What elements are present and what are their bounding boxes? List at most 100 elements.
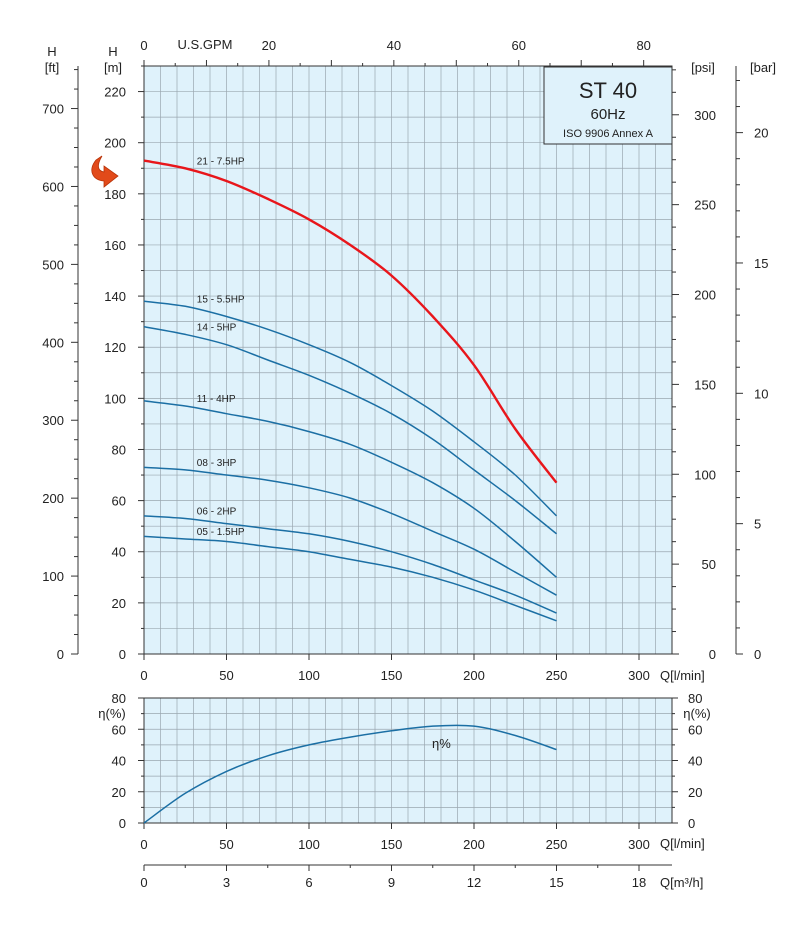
ft-tick-label: 700 (42, 102, 64, 117)
m-tick-label: 200 (104, 136, 126, 151)
m3h-tick-label: 0 (140, 875, 147, 890)
m3h-axis-label: Q[m³/h] (660, 875, 703, 890)
head-x-axis-label: Q[l/min] (660, 668, 705, 683)
efficiency-left-ticks: 0 20 40 60 80 (112, 691, 144, 831)
bar-tick-label: 0 (754, 647, 761, 662)
ft-tick-label: 400 (42, 335, 64, 350)
efficiency-left-tick-label: 40 (112, 754, 126, 769)
m3h-tick-label: 3 (223, 875, 230, 890)
ft-tick-label: 600 (42, 179, 64, 194)
head-x-tick-label: 300 (628, 668, 650, 683)
head-curve-line (143, 400, 557, 578)
head-x-tick-label: 50 (219, 668, 233, 683)
chart-subtitle: 60Hz (590, 106, 625, 123)
head-curve-label: 05 - 1.5HP (197, 527, 245, 538)
efficiency-x-tick-label: 100 (298, 837, 320, 852)
head-curve-label: 06 - 2HP (197, 507, 237, 518)
gpm-axis-ticks: 0 20 40 60 80 (140, 38, 651, 66)
head-curve-line (143, 466, 557, 596)
gpm-tick-label: 0 (140, 38, 147, 53)
efficiency-x-tick-label: 300 (628, 837, 650, 852)
efficiency-x-tick-label: 250 (546, 837, 568, 852)
efficiency-right-label: η(%) (683, 706, 710, 721)
m3h-tick-label: 6 (305, 875, 312, 890)
head-grid (144, 65, 672, 654)
m-tick-label: 220 (104, 85, 126, 100)
ft-tick-label: 300 (42, 413, 64, 428)
efficiency-right-tick-label: 60 (688, 722, 702, 737)
m3h-tick-label: 15 (549, 875, 563, 890)
head-curve-label: 11 - 4HP (197, 394, 236, 405)
efficiency-x-axis-label: Q[l/min] (660, 836, 705, 851)
gpm-tick-label: 40 (387, 38, 401, 53)
efficiency-right-ticks: 0 20 40 60 80 (672, 691, 702, 831)
gpm-tick-label: 80 (636, 38, 650, 53)
psi-tick-label: 150 (694, 377, 716, 392)
m-axis-ticks: 0 20 40 60 80 100 120 140 160 180 200 220 (104, 65, 144, 662)
head-curve-line (143, 515, 557, 614)
head-curve-line (143, 535, 557, 622)
efficiency-left-tick-label: 60 (112, 722, 126, 737)
ft-axis-ticks: 0 100 200 300 400 500 600 700 (42, 69, 78, 662)
m-tick-label: 120 (104, 340, 126, 355)
m-tick-label: 20 (112, 596, 126, 611)
psi-axis-label: [psi] (691, 60, 715, 75)
psi-tick-label: 300 (694, 108, 716, 123)
ft-axis-label-unit: [ft] (45, 60, 59, 75)
bar-axis-label: [bar] (750, 60, 776, 75)
head-curve-label: 08 - 3HP (197, 458, 237, 469)
m-axis-label-unit: [m] (104, 60, 122, 75)
head-curve-label: 15 - 5.5HP (197, 294, 245, 305)
psi-tick-label: 100 (694, 467, 716, 482)
gpm-tick-label: 60 (512, 38, 526, 53)
m-axis-label-h: H (108, 44, 117, 59)
m-tick-label: 0 (119, 647, 126, 662)
ft-tick-label: 500 (42, 257, 64, 272)
head-plot-frame (143, 65, 673, 655)
psi-axis-ticks: 0 50 100 150 200 250 300 (672, 69, 716, 662)
m-tick-label: 100 (104, 391, 126, 406)
m3h-axis-ticks: 0 3 6 9 12 15 18 (140, 865, 646, 890)
ft-tick-label: 0 (57, 647, 64, 662)
efficiency-left-tick-label: 80 (112, 691, 126, 706)
efficiency-right-tick-label: 80 (688, 691, 702, 706)
bar-tick-label: 20 (754, 126, 768, 141)
head-curve-label: 14 - 5HP (197, 322, 237, 333)
bar-tick-label: 10 (754, 386, 768, 401)
m-tick-label: 160 (104, 238, 126, 253)
head-x-tick-label: 150 (381, 668, 403, 683)
chart-title: ST 40 (579, 78, 637, 103)
head-x-tick-label: 0 (140, 668, 147, 683)
bar-tick-label: 5 (754, 517, 761, 532)
bar-tick-label: 15 (754, 256, 768, 271)
ft-tick-label: 100 (42, 569, 64, 584)
gpm-axis-label: U.S.GPM (178, 37, 233, 52)
m-tick-label: 180 (104, 187, 126, 202)
bar-axis-ticks: 0 5 10 15 20 (736, 79, 768, 662)
efficiency-curve-line (143, 724, 557, 824)
head-curves (143, 159, 558, 622)
head-x-tick-label: 200 (463, 668, 485, 683)
chart-standard: ISO 9906 Annex A (563, 128, 654, 140)
efficiency-right-tick-label: 20 (688, 785, 702, 800)
head-curve-line (143, 159, 558, 484)
efficiency-left-label: η(%) (98, 706, 125, 721)
ft-tick-label: 200 (42, 491, 64, 506)
head-curve-label: 21 - 7.5HP (197, 156, 245, 167)
efficiency-x-tick-label: 0 (140, 837, 147, 852)
m-tick-label: 60 (112, 494, 126, 509)
head-curve-line (143, 300, 558, 517)
head-curve-line (143, 326, 557, 535)
m-tick-label: 40 (112, 545, 126, 560)
efficiency-x-ticks: 0 50 100 150 200 250 300 (140, 823, 650, 852)
efficiency-x-tick-label: 50 (219, 837, 233, 852)
ft-axis-label-h: H (47, 44, 56, 59)
m3h-tick-label: 18 (632, 875, 646, 890)
efficiency-right-tick-label: 40 (688, 754, 702, 769)
efficiency-right-tick-label: 0 (688, 816, 695, 831)
psi-tick-label: 250 (694, 198, 716, 213)
efficiency-x-tick-label: 200 (463, 837, 485, 852)
head-curve-labels: 21 - 7.5HP 15 - 5.5HP 14 - 5HP 11 - 4HP 08 -… (197, 156, 245, 538)
gpm-tick-label: 20 (262, 38, 276, 53)
m3h-tick-label: 9 (388, 875, 395, 890)
